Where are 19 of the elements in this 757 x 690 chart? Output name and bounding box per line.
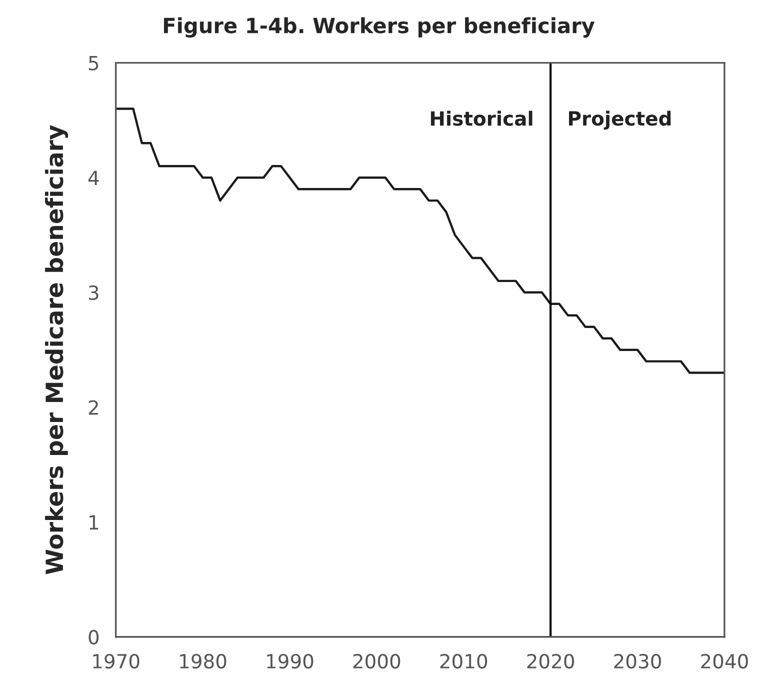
y-tick-label: 0 bbox=[88, 630, 99, 645]
annotation: Historical bbox=[430, 110, 532, 126]
x-tick-label: 1970 bbox=[93, 654, 140, 669]
y-axis-title: Workers per Medicare beneficiary bbox=[44, 125, 68, 574]
annotation: Projected bbox=[569, 110, 671, 130]
y-tick-label: 4 bbox=[88, 170, 99, 185]
x-tick-label: 2030 bbox=[614, 654, 661, 669]
line-series bbox=[116, 108, 724, 374]
y-tick-label: 2 bbox=[88, 400, 98, 415]
y-tick-label: 1 bbox=[90, 515, 98, 530]
x-tick-label: 2020 bbox=[527, 654, 574, 669]
y-tick-label: 3 bbox=[88, 285, 98, 300]
x-tick-label: 2040 bbox=[701, 654, 748, 669]
y-tick-label: 5 bbox=[88, 56, 98, 70]
x-tick-label: 1990 bbox=[267, 654, 314, 669]
x-tick-label: 2000 bbox=[353, 654, 400, 669]
x-tick-label: 2010 bbox=[440, 654, 488, 669]
chart-title: Figure 1-4b. Workers per beneficiary bbox=[164, 17, 595, 38]
x-tick-label: 1980 bbox=[180, 654, 226, 669]
